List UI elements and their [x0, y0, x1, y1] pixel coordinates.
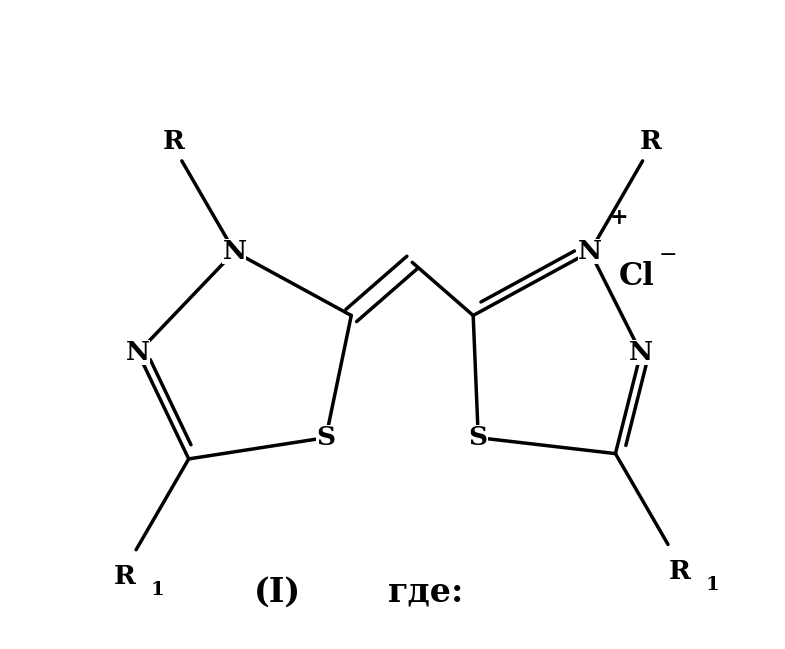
Text: Cl: Cl [619, 261, 654, 292]
Text: R: R [114, 564, 136, 589]
Text: 1: 1 [705, 576, 719, 594]
Text: −: − [659, 243, 677, 265]
Text: N: N [629, 340, 653, 365]
Text: +: + [609, 207, 628, 229]
Text: N: N [222, 239, 246, 264]
Text: R: R [669, 559, 691, 583]
Text: S: S [469, 425, 487, 450]
Text: S: S [316, 425, 335, 450]
Text: 1: 1 [150, 581, 164, 599]
Text: (I): (I) [254, 576, 301, 609]
Text: R: R [163, 129, 185, 154]
Text: N: N [126, 340, 150, 365]
Text: N: N [578, 239, 602, 264]
Text: R: R [639, 129, 661, 154]
Text: где:: где: [388, 576, 464, 609]
